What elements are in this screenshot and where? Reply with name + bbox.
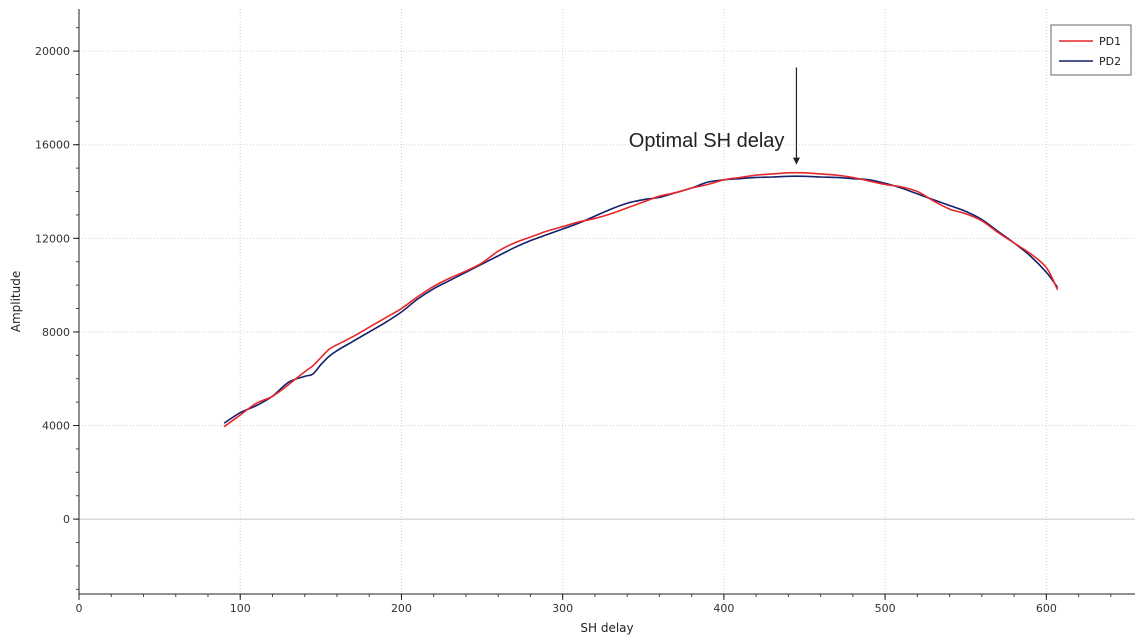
y-axis-title: Amplitude [9, 271, 23, 333]
annotation-text: Optimal SH delay [629, 130, 785, 152]
legend-box [1050, 24, 1132, 76]
y-tick-label-16000: 16000 [35, 139, 70, 152]
annotation-arrowhead [792, 157, 800, 165]
x-tick-label-100: 100 [230, 602, 251, 615]
x-tick-label-400: 400 [713, 602, 734, 615]
legend-label-pd2: PD2 [1099, 55, 1121, 68]
annotation: Optimal SH delay [629, 67, 800, 165]
y-tick-label-12000: 12000 [35, 232, 70, 245]
x-tick-label-200: 200 [391, 602, 412, 615]
legend-label-pd1: PD1 [1099, 35, 1121, 48]
y-tick-label-4000: 4000 [42, 420, 70, 433]
axes: 0 100 200 300 400 500 600 0 4000 8000 12000 16000 20… [35, 9, 1135, 615]
series-line-pd1 [223, 171, 1059, 428]
legend: PD1 PD2 [1050, 24, 1132, 76]
y-tick-label-20000: 20000 [35, 45, 70, 58]
series-line-pd2 [223, 175, 1059, 424]
series-lines [223, 171, 1059, 428]
plot-area [79, 9, 1135, 594]
x-tick-label-300: 300 [552, 602, 573, 615]
x-axis-title: SH delay [580, 621, 633, 635]
x-tick-label-500: 500 [875, 602, 896, 615]
grid [79, 9, 1135, 594]
y-tick-label-0: 0 [63, 513, 70, 526]
x-tick-label-600: 600 [1036, 602, 1057, 615]
x-tick-label-0: 0 [76, 602, 83, 615]
y-tick-label-8000: 8000 [42, 326, 70, 339]
